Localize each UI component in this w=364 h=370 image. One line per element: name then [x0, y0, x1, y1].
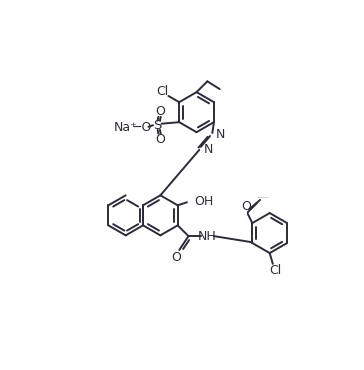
- Text: N: N: [216, 128, 226, 141]
- Text: Na⁺: Na⁺: [114, 121, 137, 134]
- Text: Cl: Cl: [156, 85, 169, 98]
- Text: O: O: [241, 201, 251, 213]
- Text: Cl: Cl: [270, 264, 282, 277]
- Text: NH: NH: [198, 230, 216, 243]
- Text: methoxy bond: methoxy bond: [258, 197, 268, 198]
- Text: S: S: [154, 119, 162, 132]
- Text: OH: OH: [195, 195, 214, 208]
- Text: O: O: [155, 132, 165, 146]
- Text: −O: −O: [131, 121, 152, 134]
- Text: O: O: [171, 251, 181, 264]
- Text: O: O: [155, 105, 165, 118]
- Text: N: N: [204, 144, 213, 157]
